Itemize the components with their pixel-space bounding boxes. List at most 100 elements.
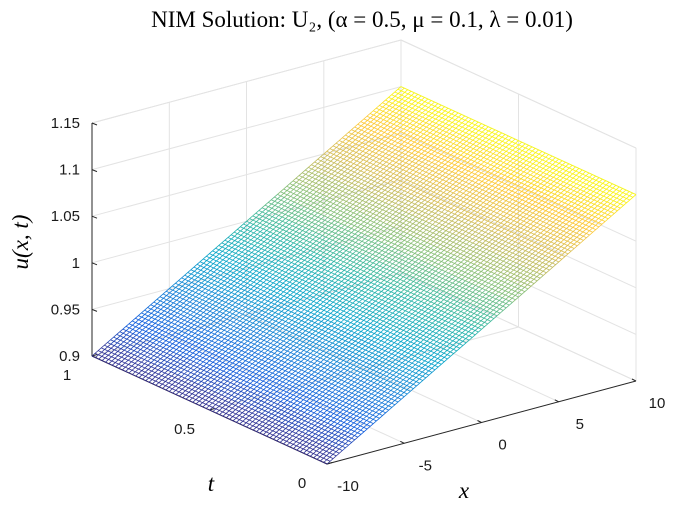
surface-mesh-line (385, 291, 402, 307)
surface-mesh-line (231, 385, 248, 400)
surface-mesh-line (383, 167, 400, 183)
surface-mesh-line (347, 315, 364, 330)
z-tick-label: 1.05 (51, 208, 80, 225)
surface-mesh-line (238, 388, 255, 404)
surface-mesh-line (279, 222, 296, 238)
surface-mesh-line (388, 190, 405, 205)
surface-mesh-line (269, 423, 286, 439)
surface-mesh-line (420, 225, 437, 240)
surface-mesh-line (369, 243, 386, 258)
surface-mesh-line (156, 289, 173, 305)
surface-mesh-line (405, 301, 422, 316)
surface-mesh-line (536, 155, 553, 170)
surface-mesh-line (273, 219, 290, 234)
surface-mesh-line (220, 257, 236, 272)
surface-mesh-line (350, 358, 367, 373)
surface-mesh-line (402, 93, 419, 109)
surface-mesh-line (459, 285, 476, 300)
surface-mesh-line (311, 360, 328, 375)
surface-mesh-line (316, 383, 332, 398)
surface-mesh-line (573, 234, 590, 249)
surface-mesh-line (403, 320, 420, 335)
surface-mesh-line (189, 386, 206, 402)
surface-mesh-line (260, 337, 277, 352)
surface-mesh-line (515, 187, 532, 202)
surface-mesh-line (385, 251, 402, 266)
surface-mesh-line (308, 256, 324, 271)
surface-mesh-line (414, 243, 431, 258)
surface-mesh-line (553, 163, 570, 178)
surface-mesh-line (338, 126, 355, 141)
surface-mesh-line (395, 296, 412, 311)
surface-mesh-line (249, 209, 266, 224)
surface-mesh-line (238, 348, 255, 363)
surface-mesh-line (522, 252, 539, 267)
surface-mesh-line (410, 118, 427, 133)
surface-mesh-line (145, 366, 162, 382)
surface-mesh-line (346, 294, 363, 309)
surface-mesh-line (218, 235, 235, 251)
surface-mesh-line (512, 247, 529, 262)
surface-mesh-line (250, 373, 267, 389)
surface-mesh-line (286, 328, 303, 344)
surface-mesh-line (367, 365, 384, 381)
surface-mesh-line (522, 149, 539, 164)
surface-mesh-line (462, 224, 479, 239)
surface-mesh-line (513, 206, 530, 222)
surface-mesh-line (287, 247, 304, 262)
surface-mesh-line (495, 280, 512, 295)
surface-mesh-line (376, 107, 612, 217)
surface-mesh-line (409, 159, 426, 174)
surface-mesh-line (302, 171, 319, 186)
surface-mesh-line (156, 330, 173, 345)
surface-mesh-line (385, 189, 402, 204)
surface-mesh-line (280, 182, 297, 197)
surface-mesh-line (445, 154, 461, 170)
surface-mesh-line (460, 141, 477, 156)
surface-mesh-line (264, 204, 501, 314)
surface-mesh-line (554, 184, 571, 199)
surface-mesh-line (404, 382, 420, 397)
surface-mesh-line (527, 275, 544, 290)
x-tick (631, 378, 637, 382)
surface-mesh-line (455, 118, 472, 133)
surface-mesh-line (567, 231, 584, 246)
surface-mesh-line (389, 355, 406, 370)
surface-mesh-line (224, 279, 241, 295)
surface-mesh-line (276, 427, 293, 442)
surface-mesh-line (138, 363, 155, 378)
surface-mesh-line (590, 180, 607, 195)
surface-mesh-line (434, 191, 451, 206)
surface-mesh-line (246, 220, 482, 330)
surface-mesh-line (190, 269, 427, 379)
surface-mesh-line (412, 263, 429, 278)
surface-mesh-line (452, 219, 469, 235)
surface-mesh-line (475, 230, 492, 245)
surface-mesh-line (172, 285, 408, 395)
surface-mesh-line (215, 399, 232, 414)
surface-mesh-line (520, 169, 537, 184)
surface-mesh-line (464, 307, 481, 322)
surface-mesh-line (444, 195, 461, 210)
surface-mesh-line (117, 333, 134, 348)
surface-mesh-line (479, 232, 496, 247)
surface-mesh-line (381, 125, 398, 140)
surface-mesh-line (281, 306, 298, 321)
surface-mesh-line (292, 167, 309, 182)
surface-mesh-line (294, 250, 311, 265)
surface-mesh-line (521, 231, 538, 246)
surface-mesh-line (315, 321, 332, 336)
surface-mesh-line (483, 152, 500, 167)
surface-mesh-line (326, 141, 343, 156)
surface-mesh-line (170, 358, 187, 373)
surface-mesh-line (453, 138, 470, 153)
surface-mesh-line (460, 244, 477, 259)
surface-mesh-line (569, 211, 586, 227)
surface-mesh-line (184, 261, 201, 276)
gridline-z (91, 86, 402, 171)
surface-mesh-line (201, 331, 218, 346)
surface-mesh-line (500, 200, 517, 215)
surface-mesh-line (565, 210, 582, 225)
surface-mesh-line (256, 212, 273, 227)
